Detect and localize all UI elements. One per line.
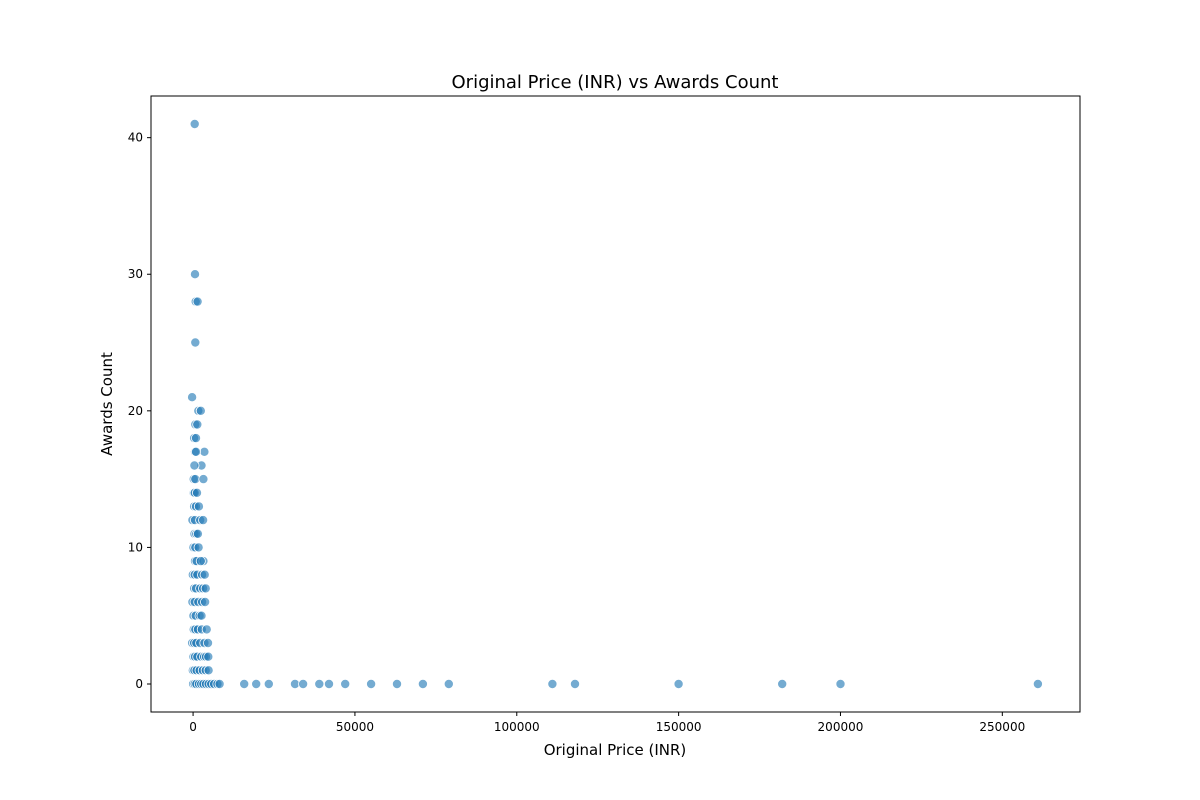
data-point (199, 446, 210, 457)
data-point (190, 433, 201, 444)
data-point (192, 419, 203, 430)
data-point (192, 296, 203, 307)
data-point (202, 638, 213, 649)
x-tick-label: 250000 (979, 720, 1025, 734)
data-point (189, 460, 200, 471)
data-point (1032, 679, 1043, 690)
y-tick-label: 40 (128, 131, 143, 145)
data-point (251, 679, 262, 690)
data-point (198, 515, 209, 526)
x-tick-label: 100000 (494, 720, 540, 734)
data-point (199, 569, 210, 580)
x-tick-label: 200000 (818, 720, 864, 734)
data-point (191, 487, 202, 498)
data-point (443, 679, 454, 690)
y-tick-label: 20 (128, 404, 143, 418)
data-point (239, 679, 250, 690)
y-axis: 0 10 20 30 40 (128, 131, 151, 691)
data-point (200, 597, 211, 608)
data-point (196, 610, 207, 621)
data-point (200, 583, 211, 594)
data-point (547, 679, 558, 690)
data-point (673, 679, 684, 690)
y-tick-label: 30 (128, 267, 143, 281)
plot-frame (150, 95, 1081, 713)
x-tick-label: 150000 (656, 720, 702, 734)
data-point (203, 651, 214, 662)
data-point (570, 679, 581, 690)
data-point (391, 679, 402, 690)
x-axis-label: Original Price (INR) (544, 741, 687, 759)
data-point (835, 679, 846, 690)
data-point (214, 679, 225, 690)
data-point (203, 665, 214, 676)
data-point (193, 501, 204, 512)
data-point (323, 679, 334, 690)
y-tick-label: 0 (135, 677, 143, 691)
chart-title: Original Price (INR) vs Awards Count (452, 72, 779, 93)
x-tick-label: 50000 (336, 720, 374, 734)
y-tick-label: 10 (128, 540, 143, 554)
data-point (198, 474, 209, 485)
x-tick-label: 0 (189, 720, 197, 734)
data-point (195, 405, 206, 416)
data-point (195, 556, 206, 567)
data-point (201, 624, 212, 635)
data-point (417, 679, 428, 690)
data-point (187, 392, 198, 403)
data-point (263, 679, 274, 690)
data-point (192, 528, 203, 539)
data-point (777, 679, 788, 690)
data-point (189, 119, 200, 130)
y-axis-label: Awards Count (98, 352, 116, 456)
x-axis: 0 50000 100000 150000 200000 250000 (189, 712, 1025, 734)
points-layer (187, 119, 1043, 690)
data-point (298, 679, 309, 690)
data-point (340, 679, 351, 690)
data-point (193, 542, 204, 553)
data-point (189, 269, 200, 280)
data-point (314, 679, 325, 690)
data-point (190, 446, 201, 457)
data-point (190, 337, 201, 348)
data-point (366, 679, 377, 690)
